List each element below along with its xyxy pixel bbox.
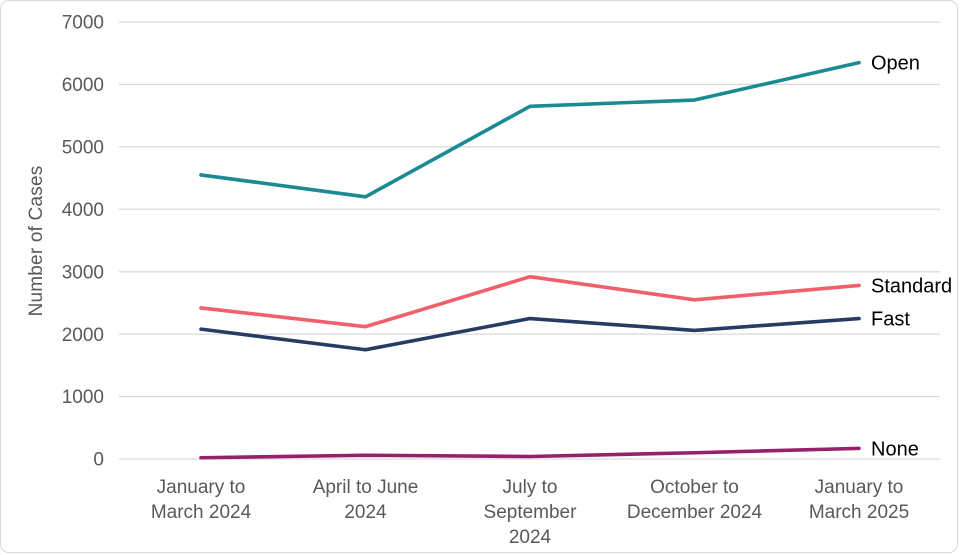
y-tick-label: 7000 (62, 13, 104, 34)
series-line-open (199, 60, 861, 199)
x-tick-label: October to December 2024 (627, 477, 763, 523)
series-label-standard: Standard (871, 275, 952, 297)
series-line-none (199, 446, 861, 460)
series-label-none: None (871, 438, 919, 460)
y-tick-label: 3000 (62, 262, 104, 283)
series-label-open: Open (871, 53, 920, 75)
y-tick-label: 1000 (62, 387, 104, 408)
series-line-standard (199, 274, 861, 329)
x-tick-label: April to June 2024 (313, 477, 419, 523)
series-label-fast: Fast (871, 309, 910, 331)
series-line-fast (199, 316, 861, 352)
y-tick-label: 4000 (62, 200, 104, 221)
x-tick-label: January to March 2024 (151, 477, 252, 523)
y-tick-label: 2000 (62, 325, 104, 346)
x-tick-label: January to March 2025 (809, 477, 909, 523)
x-tick-label: July to September 2024 (484, 477, 578, 548)
y-tick-label: 0 (93, 450, 104, 471)
y-axis-title: Number of Cases (26, 165, 47, 317)
y-tick-label: 6000 (62, 75, 104, 96)
y-tick-label: 5000 (62, 138, 104, 159)
